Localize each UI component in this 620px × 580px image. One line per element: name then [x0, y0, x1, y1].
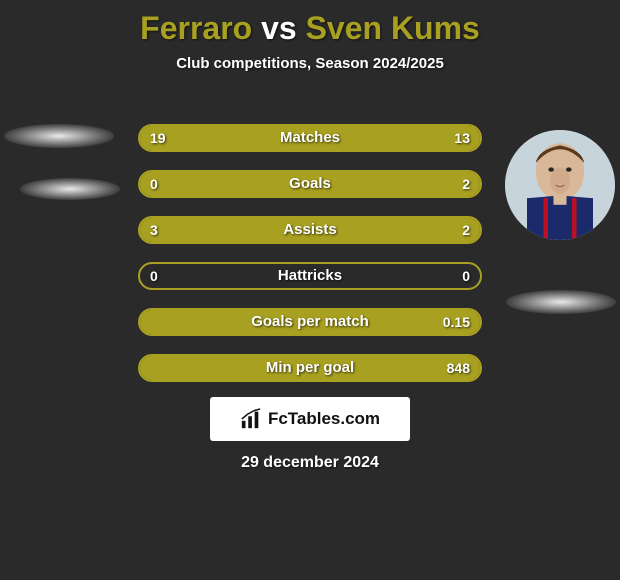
stat-row: Assists32 — [138, 216, 482, 244]
fctables-logo: FcTables.com — [210, 397, 410, 441]
stat-fill-left — [140, 218, 344, 242]
stat-value-left: 0 — [150, 264, 158, 288]
stat-fill-right — [140, 172, 480, 196]
stat-fill-right — [341, 126, 480, 150]
subtitle: Club competitions, Season 2024/2025 — [0, 55, 620, 72]
stat-fill-left — [140, 126, 341, 150]
stat-row: Goals per match0.15 — [138, 308, 482, 336]
stat-fill-right — [140, 310, 480, 334]
logo-text: FcTables.com — [268, 409, 380, 429]
stat-fill-right — [344, 218, 480, 242]
stat-value-right: 0 — [462, 264, 470, 288]
player1-name: Ferraro — [140, 10, 252, 46]
stats-bars: Matches1913 Goals02 Assists32 Hattricks0 0 Go… — [138, 124, 482, 400]
player2-avatar — [505, 130, 615, 240]
chart-icon — [240, 408, 262, 430]
stat-row: Hattricks0 0 — [138, 262, 482, 290]
comparison-title: Ferraro vs Sven Kums — [0, 0, 620, 47]
stat-label: Hattricks — [140, 264, 480, 288]
avatar-shadow — [20, 178, 120, 200]
stat-fill-right — [140, 356, 480, 380]
vs-text: vs — [261, 10, 297, 46]
player2-name: Sven Kums — [306, 10, 480, 46]
stat-row: Goals02 — [138, 170, 482, 198]
stat-row: Min per goal848 — [138, 354, 482, 382]
stat-row: Matches1913 — [138, 124, 482, 152]
date-text: 29 december 2024 — [0, 454, 620, 472]
avatar-shadow — [506, 290, 616, 314]
avatar-shadow — [4, 124, 114, 148]
